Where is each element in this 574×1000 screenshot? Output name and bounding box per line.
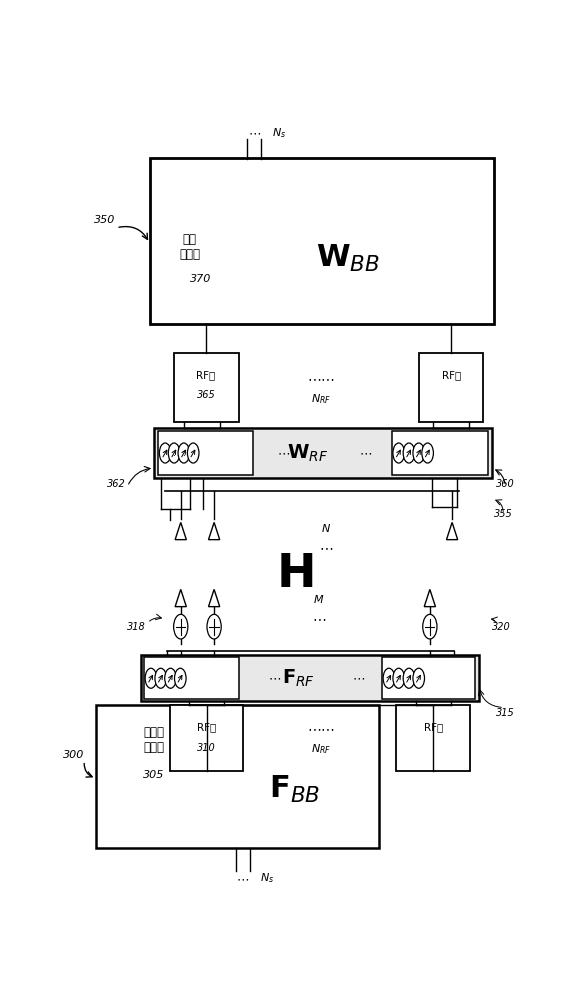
Bar [144,657,239,699]
Text: 355: 355 [494,509,513,519]
Text: RF链: RF链 [441,371,461,381]
Circle shape [155,668,166,688]
Text: 360: 360 [496,479,515,489]
Circle shape [174,668,186,688]
Text: 305: 305 [144,770,165,780]
Bar [158,431,253,475]
Text: $N$: $N$ [321,522,331,534]
Text: $\mathbf{F}_{RF}$: $\mathbf{F}_{RF}$ [282,668,315,689]
Text: $\mathbf{H}$: $\mathbf{H}$ [276,552,313,597]
Text: 310: 310 [197,743,216,753]
Circle shape [413,443,425,463]
Bar [150,158,494,324]
Circle shape [207,614,221,639]
Text: RF链: RF链 [196,371,216,381]
Circle shape [403,443,415,463]
Text: $\cdots$: $\cdots$ [236,872,250,885]
Text: $\cdot\cdot\cdot$: $\cdot\cdot\cdot$ [172,449,187,458]
Circle shape [173,614,188,639]
Text: 318: 318 [127,622,146,632]
Circle shape [145,668,157,688]
Text: RF链: RF链 [424,723,443,733]
Text: 365: 365 [197,390,215,400]
Text: $N_{RF}$: $N_{RF}$ [311,392,331,406]
Text: $\cdots$: $\cdots$ [277,447,290,460]
Circle shape [393,443,405,463]
Text: $N_s$: $N_s$ [261,872,274,885]
Text: $\mathbf{W}_{RF}$: $\mathbf{W}_{RF}$ [287,442,328,464]
Text: 320: 320 [492,622,510,632]
Circle shape [187,443,199,463]
Text: 基带
组合器: 基带 组合器 [179,233,200,261]
Text: $N_s$: $N_s$ [272,126,286,140]
Text: 362: 362 [107,479,126,489]
Text: $\cdots$: $\cdots$ [319,540,333,554]
Circle shape [403,668,415,688]
Circle shape [160,443,171,463]
Text: $\cdots\cdots$: $\cdots\cdots$ [307,371,335,385]
Text: $N_{RF}$: $N_{RF}$ [311,742,331,756]
Text: $\cdots$: $\cdots$ [352,672,365,685]
Bar [141,655,479,701]
Circle shape [422,614,437,639]
Circle shape [165,668,176,688]
Bar [392,431,488,475]
Text: $\cdots$: $\cdots$ [267,672,281,685]
Text: 基带预
编码器: 基带预 编码器 [144,726,165,754]
Bar [170,705,243,771]
Circle shape [178,443,189,463]
Text: 350: 350 [95,215,116,225]
Text: $\cdots$: $\cdots$ [312,611,326,625]
Bar [174,353,239,422]
Bar [419,353,483,422]
Text: 300: 300 [63,750,84,760]
Text: $\mathbf{F}_{BB}$: $\mathbf{F}_{BB}$ [269,774,320,805]
Bar [154,428,492,478]
Bar [397,705,470,771]
Text: $\cdots\cdots$: $\cdots\cdots$ [307,721,335,735]
Text: $\cdots$: $\cdots$ [359,447,372,460]
Text: 370: 370 [189,274,211,284]
Circle shape [413,668,425,688]
Bar [382,657,475,699]
Text: $\mathbf{W}_{BB}$: $\mathbf{W}_{BB}$ [316,243,379,274]
Text: 315: 315 [496,708,515,718]
Circle shape [422,443,433,463]
Text: $\cdots$: $\cdots$ [247,127,261,140]
Text: RF链: RF链 [197,723,216,733]
Circle shape [393,668,405,688]
Circle shape [383,668,395,688]
Text: $M$: $M$ [313,593,324,605]
Bar [96,705,379,848]
Circle shape [168,443,180,463]
